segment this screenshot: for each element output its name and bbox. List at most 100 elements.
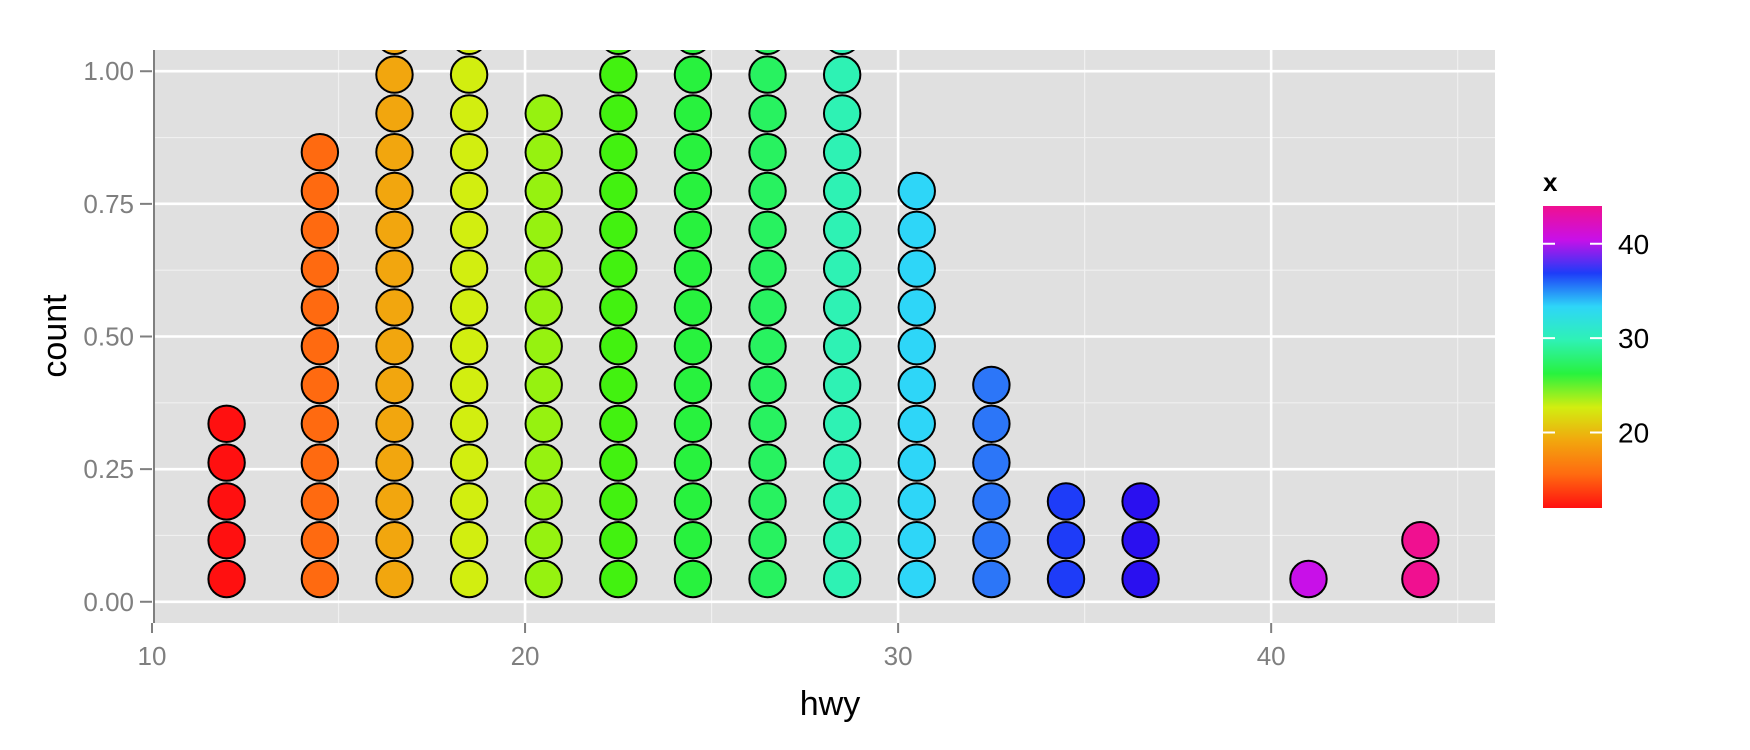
dot <box>599 288 638 327</box>
dot <box>897 171 936 211</box>
dot <box>748 210 787 250</box>
dot <box>599 404 638 443</box>
x-axis-title: hwy <box>800 685 860 723</box>
y-tick-label: 0.75 <box>83 189 134 219</box>
x-tick-label: 30 <box>884 641 913 671</box>
dot <box>748 327 787 366</box>
dot <box>1121 559 1160 599</box>
dot <box>673 288 713 327</box>
dot <box>599 133 638 172</box>
dot <box>375 171 414 211</box>
dot <box>675 0 711 15</box>
dot <box>972 404 1011 443</box>
dot <box>449 55 489 94</box>
dot <box>207 482 246 521</box>
y-tick-label: 0.50 <box>83 322 134 352</box>
dot <box>824 0 860 15</box>
dot <box>1401 559 1440 599</box>
dot <box>599 482 638 521</box>
dot <box>449 559 489 599</box>
dot <box>375 559 414 599</box>
dot <box>897 327 936 366</box>
dot <box>822 327 862 366</box>
dot <box>524 327 563 366</box>
dot <box>1401 521 1440 560</box>
dot <box>897 559 936 599</box>
dot <box>748 521 787 560</box>
dot <box>449 133 489 172</box>
legend-break-label: 30 <box>1618 323 1649 354</box>
dot <box>822 365 862 405</box>
dot <box>599 249 638 288</box>
dot <box>754 50 781 55</box>
dot <box>524 559 563 599</box>
dot <box>972 365 1011 405</box>
dot <box>449 171 489 211</box>
dot <box>449 365 489 405</box>
legend-break-label: 40 <box>1618 229 1649 260</box>
dot <box>897 249 936 288</box>
dot <box>599 365 638 405</box>
dot <box>300 559 340 599</box>
dot <box>300 365 340 405</box>
dot <box>749 0 785 15</box>
dot <box>599 443 638 482</box>
dot <box>673 521 713 560</box>
dot <box>300 443 340 482</box>
dot <box>673 365 713 405</box>
dot <box>673 404 713 443</box>
dot <box>673 210 713 250</box>
dot <box>449 94 489 133</box>
dot <box>673 443 713 482</box>
dot <box>822 171 862 211</box>
x-tick-label: 10 <box>138 641 167 671</box>
dot <box>822 404 862 443</box>
dot <box>207 443 246 482</box>
dot <box>748 288 787 327</box>
dot <box>375 133 414 172</box>
dot <box>599 521 638 560</box>
dot <box>300 521 340 560</box>
dot <box>1121 482 1160 521</box>
dot <box>748 482 787 521</box>
legend-break-label: 20 <box>1618 418 1649 449</box>
dot <box>375 365 414 405</box>
legend-ticks: 20 30 40 <box>1543 229 1649 449</box>
x-tick-label: 40 <box>1257 641 1286 671</box>
dot <box>524 210 563 250</box>
dot <box>524 482 563 521</box>
dot <box>822 133 862 172</box>
dot <box>822 443 862 482</box>
dot <box>822 94 862 133</box>
dot <box>673 559 713 599</box>
dot <box>748 55 787 94</box>
dot <box>599 55 638 94</box>
dot <box>376 0 412 15</box>
dot <box>449 249 489 288</box>
dot <box>748 171 787 211</box>
y-tick-label: 0.25 <box>83 454 134 484</box>
dot <box>449 521 489 560</box>
dot <box>449 210 489 250</box>
dot <box>207 521 246 560</box>
dot <box>822 288 862 327</box>
dot <box>748 94 787 133</box>
dot <box>375 443 414 482</box>
dot <box>375 94 414 133</box>
dot <box>1046 521 1086 560</box>
major-gridlines <box>150 50 1495 623</box>
dot <box>207 559 246 599</box>
dot <box>748 404 787 443</box>
dot <box>524 133 563 172</box>
dot <box>897 365 936 405</box>
dot <box>375 327 414 366</box>
dot <box>605 50 632 55</box>
dot <box>822 55 862 94</box>
dot <box>524 94 563 133</box>
dot <box>449 327 489 366</box>
dot <box>524 443 563 482</box>
dot <box>897 404 936 443</box>
dot <box>748 249 787 288</box>
dot <box>524 365 563 405</box>
